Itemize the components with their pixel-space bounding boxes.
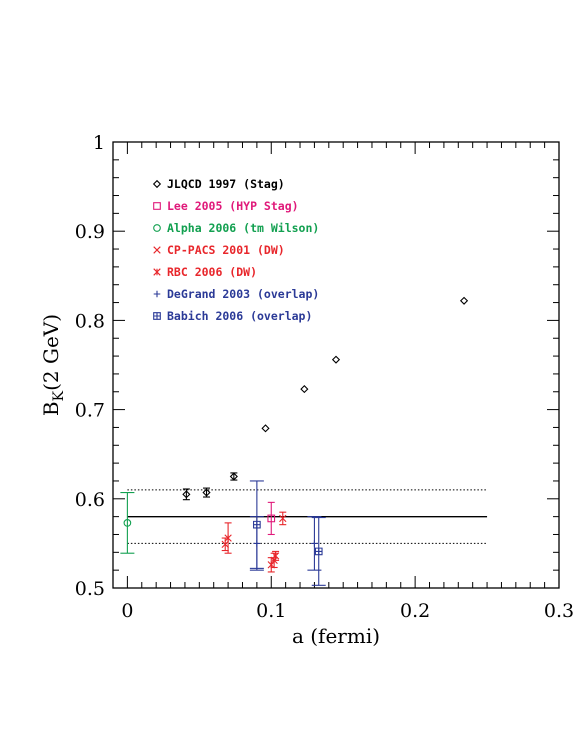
series-1-point-0-marker bbox=[267, 514, 276, 523]
legend-label-6: Babich 2006 (overlap) bbox=[167, 309, 312, 323]
legend-marker-5 bbox=[153, 290, 161, 298]
legend-label-1: Lee 2005 (HYP Stag) bbox=[167, 199, 299, 213]
series-2-point-0-marker bbox=[123, 519, 132, 527]
legend-marker-0 bbox=[152, 179, 162, 189]
legend-marker-1 bbox=[153, 202, 161, 210]
legend-label-4: RBC 2006 (DW) bbox=[167, 265, 257, 279]
series-0-point-1-marker bbox=[202, 488, 211, 497]
x-axis-title: a (fermi) bbox=[292, 624, 380, 648]
legend-marker-4 bbox=[153, 268, 161, 276]
axis-ticks bbox=[113, 141, 560, 589]
y-tick-label: 0.6 bbox=[75, 489, 105, 511]
series-5-point-1-marker bbox=[311, 540, 318, 547]
x-tick-label: 0.2 bbox=[400, 600, 430, 622]
series-0-point-4-marker bbox=[300, 385, 309, 394]
y-axis-title-sub: K bbox=[51, 390, 67, 401]
tick-labels: 0 0.1 0.2 0.3 0.5 0.6 0.7 0.8 0.9 1 bbox=[75, 132, 574, 622]
series-4-point-1-marker bbox=[267, 561, 275, 569]
series-4-point-0-marker bbox=[224, 534, 232, 542]
legend-marker-2 bbox=[153, 224, 161, 232]
x-tick-label: 0.1 bbox=[256, 600, 286, 622]
data-markers bbox=[120, 296, 469, 586]
legend-label-5: DeGrand 2003 (overlap) bbox=[167, 287, 319, 301]
series-0-point-6-marker bbox=[459, 296, 469, 305]
legend-label-0: JLQCD 1997 (Stag) bbox=[167, 177, 285, 191]
series-3-point-2-marker bbox=[279, 514, 287, 523]
y-axis-title-rest: (2 GeV) bbox=[39, 314, 63, 391]
legend-label-2: Alpha 2006 (tm Wilson) bbox=[167, 221, 319, 235]
legend: JLQCD 1997 (Stag) Lee 2005 (HYP Stag) Alph… bbox=[152, 177, 319, 323]
y-tick-label: 0.7 bbox=[75, 400, 105, 422]
y-tick-label: 0.5 bbox=[75, 578, 105, 600]
plot-frame bbox=[112, 141, 560, 589]
series-0-point-5-marker bbox=[331, 355, 341, 364]
reference-lines bbox=[127, 489, 488, 544]
series-6-point-0-marker bbox=[253, 520, 261, 529]
legend-label-3: CP-PACS 2001 (DW) bbox=[167, 243, 285, 257]
y-axis-title-main: B bbox=[39, 401, 63, 416]
y-tick-label: 1 bbox=[93, 132, 105, 154]
y-tick-label: 0.9 bbox=[75, 221, 105, 243]
series-0-point-2-marker bbox=[229, 472, 238, 481]
legend-marker-6 bbox=[153, 312, 161, 320]
series-0-point-3-marker bbox=[261, 424, 270, 433]
y-axis-title: BK(2 GeV) bbox=[39, 314, 67, 416]
x-tick-label: 0 bbox=[121, 600, 133, 622]
x-tick-label: 0.3 bbox=[544, 600, 574, 622]
legend-marker-3 bbox=[153, 246, 161, 254]
series-4-point-2-marker bbox=[271, 552, 280, 560]
y-tick-label: 0.8 bbox=[75, 310, 105, 332]
series-0-point-0-marker bbox=[182, 490, 191, 499]
series-3-point-0-marker bbox=[221, 540, 229, 548]
series-6-point-1-marker bbox=[314, 547, 323, 556]
